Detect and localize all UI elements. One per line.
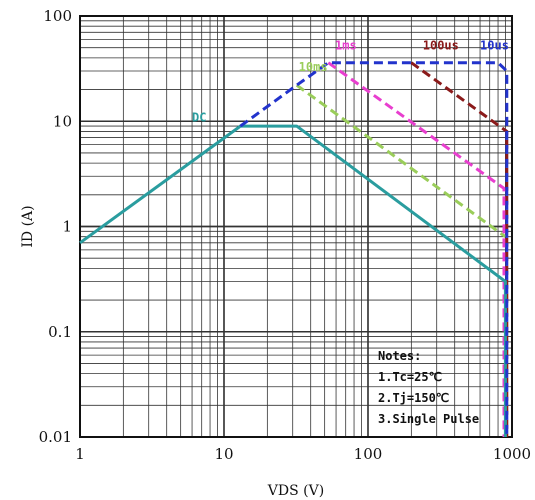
x-tick-label: 1000: [493, 445, 531, 463]
y-tick-label: 0.01: [39, 428, 72, 446]
series-lines: [79, 61, 509, 437]
plot-frame: [79, 15, 513, 438]
y-axis-label: ID (A): [20, 205, 36, 247]
series-line-10ms: [295, 83, 507, 238]
y-tick-label: 1: [62, 218, 72, 236]
grid: [80, 16, 512, 437]
y-tick-label: 10: [53, 112, 72, 130]
series-label-10ms: 10ms: [299, 60, 328, 74]
x-tick-label: 100: [354, 445, 383, 463]
tick-labels: 1 10 100 1000 0.01 0.1 1 10 100: [39, 7, 532, 463]
notes-box: Notes: 1.Tc=25℃ 2.Tj=150℃ 3.Single Pulse: [378, 349, 479, 426]
series-line-10us: [239, 61, 509, 437]
series-label-1ms: 1ms: [335, 39, 357, 53]
series-label-100us: 100us: [423, 39, 459, 53]
series-label-dc: DC: [192, 110, 206, 124]
series-labels: DC 10ms 1ms 100us 10us: [192, 39, 509, 125]
series-label-10us: 10us: [480, 39, 509, 53]
x-tick-label: 10: [214, 445, 233, 463]
y-tick-label: 0.1: [48, 323, 72, 341]
y-tick-label: 100: [43, 7, 72, 25]
note-line-1: 1.Tc=25℃: [378, 370, 442, 384]
note-line-2: 2.Tj=150℃: [378, 391, 449, 405]
x-axis-label: VDS (V): [267, 483, 324, 499]
notes-title: Notes:: [378, 349, 421, 363]
note-line-3: 3.Single Pulse: [378, 412, 479, 426]
x-tick-label: 1: [75, 445, 85, 463]
